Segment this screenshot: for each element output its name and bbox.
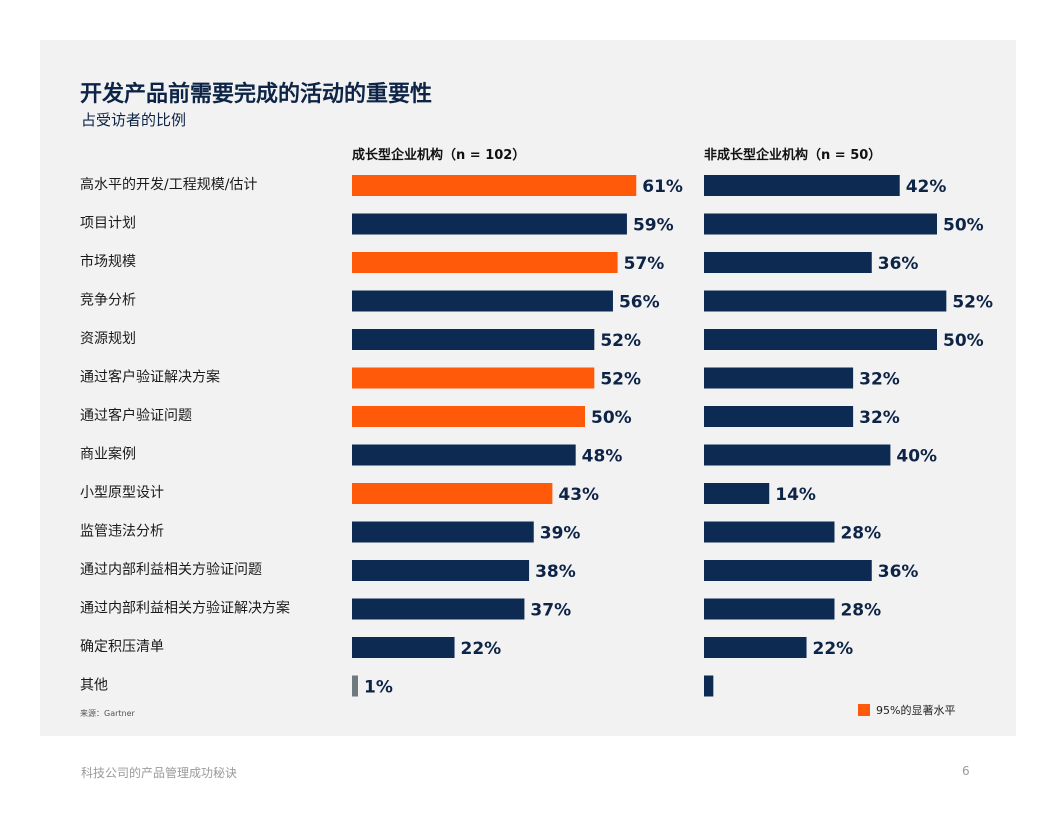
- bar: [352, 675, 358, 697]
- category-label: 通过客户验证问题: [80, 407, 192, 424]
- bar: [352, 252, 618, 273]
- legend-swatch-significant: [858, 704, 870, 716]
- bar: [704, 252, 872, 273]
- value-label: 59%: [633, 216, 674, 236]
- bar: [704, 598, 835, 620]
- category-label: 小型原型设计: [80, 485, 164, 501]
- value-label: 28%: [840, 601, 881, 621]
- value-label: 32%: [859, 408, 900, 428]
- bar: [352, 444, 576, 466]
- value-label: 22%: [461, 639, 502, 659]
- value-label: 40%: [896, 447, 937, 467]
- value-label: 43%: [558, 485, 599, 505]
- bar: [352, 598, 525, 620]
- bar: [352, 213, 627, 235]
- page-number: 6: [962, 764, 970, 778]
- value-label: 48%: [582, 447, 623, 467]
- category-label: 竞争分析: [80, 292, 136, 309]
- bar: [352, 329, 595, 350]
- bar: [704, 213, 937, 235]
- bar: [352, 175, 637, 196]
- bar: [704, 637, 807, 658]
- bar: [704, 367, 854, 389]
- category-label: 监管违法分析: [80, 524, 164, 540]
- value-label: 50%: [591, 408, 632, 428]
- value-label: 52%: [600, 370, 641, 390]
- legend: 95%的显著水平: [858, 702, 955, 718]
- value-label: 52%: [952, 293, 993, 313]
- bar: [352, 367, 595, 389]
- category-label: 确定积压清单: [80, 639, 164, 655]
- bar: [352, 290, 613, 312]
- value-label: 61%: [642, 177, 683, 197]
- category-label: 资源规划: [80, 331, 136, 347]
- legend-label: 95%的显著水平: [876, 704, 956, 717]
- bar: [704, 675, 714, 697]
- footer-text: 科技公司的产品管理成功秘诀: [81, 766, 238, 780]
- category-label: 商业案例: [80, 446, 136, 463]
- value-label: 39%: [540, 524, 581, 544]
- bar: [704, 560, 872, 581]
- bar: [352, 521, 534, 543]
- bar: [704, 290, 947, 312]
- category-label: 项目计划: [80, 216, 136, 232]
- bar: [352, 560, 530, 581]
- bar: [704, 521, 835, 543]
- bar: [704, 406, 854, 427]
- value-label: 22%: [813, 639, 854, 659]
- category-label: 通过客户验证解决方案: [80, 369, 220, 386]
- bar: [704, 329, 937, 350]
- value-label: 42%: [906, 177, 947, 197]
- source-note: 来源：Gartner: [80, 709, 135, 718]
- category-label: 高水平的开发/工程规模/估计: [80, 176, 257, 193]
- value-label: 1%: [364, 678, 393, 698]
- chart-subtitle: 占受访者的比例: [81, 111, 187, 129]
- bar: [352, 637, 455, 658]
- category-label: 其他: [80, 678, 108, 694]
- value-label: 37%: [530, 601, 571, 621]
- category-label: 市场规模: [80, 253, 136, 270]
- bar: [704, 444, 891, 466]
- value-label: 38%: [535, 562, 576, 582]
- value-label: 52%: [600, 331, 641, 351]
- value-label: 50%: [943, 216, 984, 236]
- bar: [352, 406, 585, 427]
- value-label: 50%: [943, 331, 984, 351]
- value-label: 56%: [619, 293, 660, 313]
- series-header-growth: 成长型企业机构（n = 102）: [352, 148, 526, 163]
- value-label: 14%: [775, 485, 816, 505]
- category-label: 通过内部利益相关方验证解决方案: [80, 600, 290, 617]
- value-label: 32%: [859, 370, 900, 390]
- value-label: 57%: [624, 254, 665, 274]
- value-label: 36%: [878, 562, 919, 582]
- bar: [704, 175, 900, 196]
- value-label: 36%: [878, 254, 919, 274]
- series-header-nongrowth: 非成长型企业机构（n = 50）: [704, 148, 882, 163]
- category-label: 通过内部利益相关方验证问题: [80, 562, 262, 578]
- bar: [352, 483, 553, 504]
- value-label: 28%: [840, 524, 881, 544]
- bar: [704, 483, 770, 504]
- chart-title: 开发产品前需要完成的活动的重要性: [80, 82, 433, 107]
